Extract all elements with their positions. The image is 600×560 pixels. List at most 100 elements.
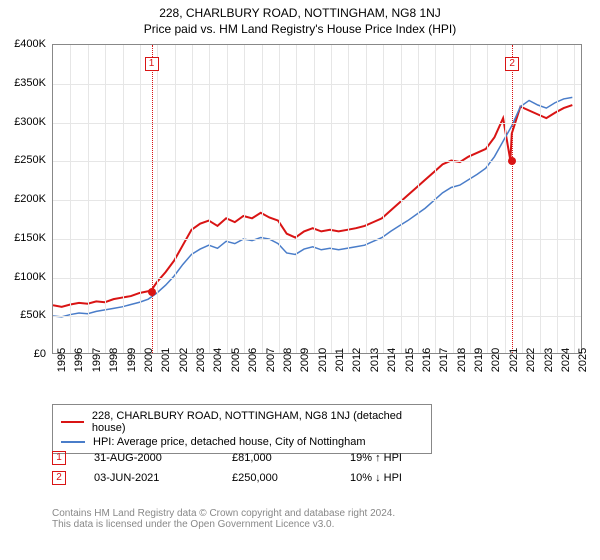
y-tick-label: £200K — [6, 193, 46, 205]
y-tick-label: £100K — [6, 271, 46, 283]
disclaimer: Contains HM Land Registry data © Crown c… — [52, 508, 395, 530]
gridline-v — [123, 45, 124, 353]
x-tick-label: 2015 — [404, 348, 416, 372]
y-tick-label: £150K — [6, 232, 46, 244]
gridline-v — [70, 45, 71, 353]
x-tick-label: 1997 — [91, 348, 103, 372]
x-tick-label: 2000 — [143, 348, 155, 372]
sales-row-price: £81,000 — [232, 452, 322, 464]
x-tick-label: 2013 — [369, 348, 381, 372]
x-tick-label: 2001 — [160, 348, 172, 372]
x-tick-label: 2008 — [282, 348, 294, 372]
x-tick-label: 1996 — [73, 348, 85, 372]
sales-row-date: 31-AUG-2000 — [94, 452, 204, 464]
sale-marker-box: 1 — [145, 57, 159, 71]
gridline-v — [140, 45, 141, 353]
x-tick-label: 2019 — [473, 348, 485, 372]
gridline-h — [53, 200, 581, 201]
gridline-v — [557, 45, 558, 353]
x-tick-label: 1995 — [56, 348, 68, 372]
x-tick-label: 2010 — [317, 348, 329, 372]
chart-subtitle: Price paid vs. HM Land Registry's House … — [0, 20, 600, 36]
sale-marker-box: 2 — [505, 57, 519, 71]
gridline-v — [279, 45, 280, 353]
gridline-h — [53, 161, 581, 162]
x-tick-label: 2014 — [386, 348, 398, 372]
plot-area: 12 — [52, 44, 582, 354]
sales-table: 1 31-AUG-2000 £81,000 19% ↑ HPI 2 03-JUN-2021… — [52, 448, 402, 488]
sales-row-delta: 19% ↑ HPI — [350, 452, 402, 464]
x-tick-label: 2005 — [230, 348, 242, 372]
x-tick-label: 2024 — [560, 348, 572, 372]
legend-label: HPI: Average price, detached house, City… — [93, 436, 366, 448]
gridline-v — [401, 45, 402, 353]
sales-row-date: 03-JUN-2021 — [94, 472, 204, 484]
chart-container: 228, CHARLBURY ROAD, NOTTINGHAM, NG8 1NJ… — [0, 0, 600, 560]
gridline-v — [209, 45, 210, 353]
gridline-v — [314, 45, 315, 353]
gridline-h — [53, 123, 581, 124]
gridline-h — [53, 316, 581, 317]
y-tick-label: £350K — [6, 77, 46, 89]
series-svg — [53, 45, 581, 353]
gridline-v — [435, 45, 436, 353]
gridline-v — [192, 45, 193, 353]
x-tick-label: 2018 — [456, 348, 468, 372]
sales-row: 1 31-AUG-2000 £81,000 19% ↑ HPI — [52, 448, 402, 468]
sale-marker-line — [512, 45, 513, 353]
x-tick-label: 2022 — [525, 348, 537, 372]
gridline-v — [331, 45, 332, 353]
disclaimer-line1: Contains HM Land Registry data © Crown c… — [52, 508, 395, 519]
legend-item: HPI: Average price, detached house, City… — [61, 435, 423, 449]
x-tick-label: 2011 — [334, 348, 346, 372]
x-tick-label: 2016 — [421, 348, 433, 372]
gridline-v — [157, 45, 158, 353]
gridline-v — [366, 45, 367, 353]
x-tick-label: 2023 — [543, 348, 555, 372]
gridline-v — [574, 45, 575, 353]
x-tick-label: 2017 — [438, 348, 450, 372]
y-tick-label: £0 — [6, 348, 46, 360]
legend: 228, CHARLBURY ROAD, NOTTINGHAM, NG8 1NJ… — [52, 404, 432, 454]
gridline-v — [522, 45, 523, 353]
x-tick-label: 2012 — [351, 348, 363, 372]
gridline-v — [262, 45, 263, 353]
gridline-v — [348, 45, 349, 353]
y-tick-label: £250K — [6, 154, 46, 166]
sale-marker-dot — [508, 157, 516, 165]
gridline-h — [53, 278, 581, 279]
gridline-v — [418, 45, 419, 353]
legend-label: 228, CHARLBURY ROAD, NOTTINGHAM, NG8 1NJ… — [92, 410, 423, 434]
gridline-v — [105, 45, 106, 353]
legend-swatch — [61, 421, 84, 423]
sales-row-marker: 1 — [52, 451, 66, 465]
sale-marker-line — [152, 45, 153, 353]
x-tick-label: 2009 — [299, 348, 311, 372]
sale-marker-dot — [148, 288, 156, 296]
y-tick-label: £50K — [6, 309, 46, 321]
disclaimer-line2: This data is licensed under the Open Gov… — [52, 519, 395, 530]
sales-row-price: £250,000 — [232, 472, 322, 484]
x-tick-label: 1998 — [108, 348, 120, 372]
x-tick-label: 2003 — [195, 348, 207, 372]
gridline-v — [487, 45, 488, 353]
gridline-v — [244, 45, 245, 353]
x-tick-label: 2004 — [212, 348, 224, 372]
x-tick-label: 2006 — [247, 348, 259, 372]
gridline-v — [505, 45, 506, 353]
gridline-v — [227, 45, 228, 353]
gridline-v — [296, 45, 297, 353]
x-tick-label: 2025 — [577, 348, 589, 372]
gridline-v — [88, 45, 89, 353]
gridline-v — [453, 45, 454, 353]
y-tick-label: £300K — [6, 116, 46, 128]
sales-row-marker: 2 — [52, 471, 66, 485]
sales-row-delta: 10% ↓ HPI — [350, 472, 402, 484]
sales-row: 2 03-JUN-2021 £250,000 10% ↓ HPI — [52, 468, 402, 488]
gridline-v — [175, 45, 176, 353]
gridline-h — [53, 84, 581, 85]
legend-swatch — [61, 441, 85, 443]
gridline-v — [383, 45, 384, 353]
x-tick-label: 2020 — [490, 348, 502, 372]
gridline-h — [53, 239, 581, 240]
